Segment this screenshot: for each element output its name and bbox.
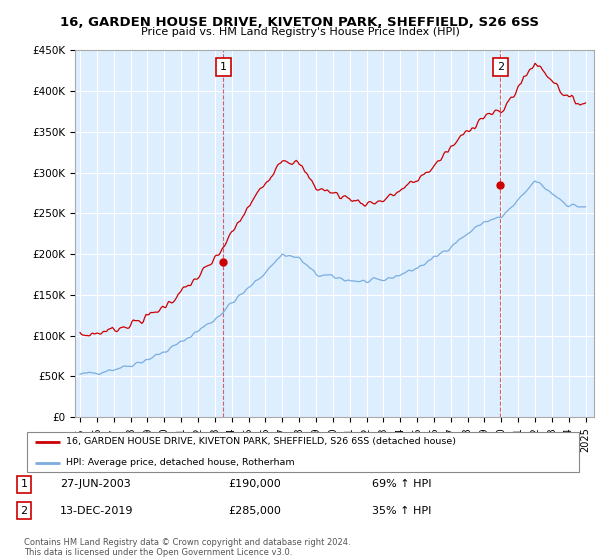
Text: 35% ↑ HPI: 35% ↑ HPI xyxy=(372,506,431,516)
Text: 13-DEC-2019: 13-DEC-2019 xyxy=(60,506,133,516)
Text: Price paid vs. HM Land Registry's House Price Index (HPI): Price paid vs. HM Land Registry's House … xyxy=(140,27,460,37)
Text: 27-JUN-2003: 27-JUN-2003 xyxy=(60,479,131,489)
Text: Contains HM Land Registry data © Crown copyright and database right 2024.
This d: Contains HM Land Registry data © Crown c… xyxy=(24,538,350,557)
Text: 1: 1 xyxy=(220,62,227,72)
Text: 2: 2 xyxy=(20,506,28,516)
Text: 2: 2 xyxy=(497,62,504,72)
Text: £285,000: £285,000 xyxy=(228,506,281,516)
Text: HPI: Average price, detached house, Rotherham: HPI: Average price, detached house, Roth… xyxy=(66,458,295,467)
Text: 16, GARDEN HOUSE DRIVE, KIVETON PARK, SHEFFIELD, S26 6SS (detached house): 16, GARDEN HOUSE DRIVE, KIVETON PARK, SH… xyxy=(66,437,456,446)
Text: £190,000: £190,000 xyxy=(228,479,281,489)
Text: 1: 1 xyxy=(20,479,28,489)
Text: 16, GARDEN HOUSE DRIVE, KIVETON PARK, SHEFFIELD, S26 6SS: 16, GARDEN HOUSE DRIVE, KIVETON PARK, SH… xyxy=(61,16,539,29)
Text: 69% ↑ HPI: 69% ↑ HPI xyxy=(372,479,431,489)
FancyBboxPatch shape xyxy=(27,432,579,473)
